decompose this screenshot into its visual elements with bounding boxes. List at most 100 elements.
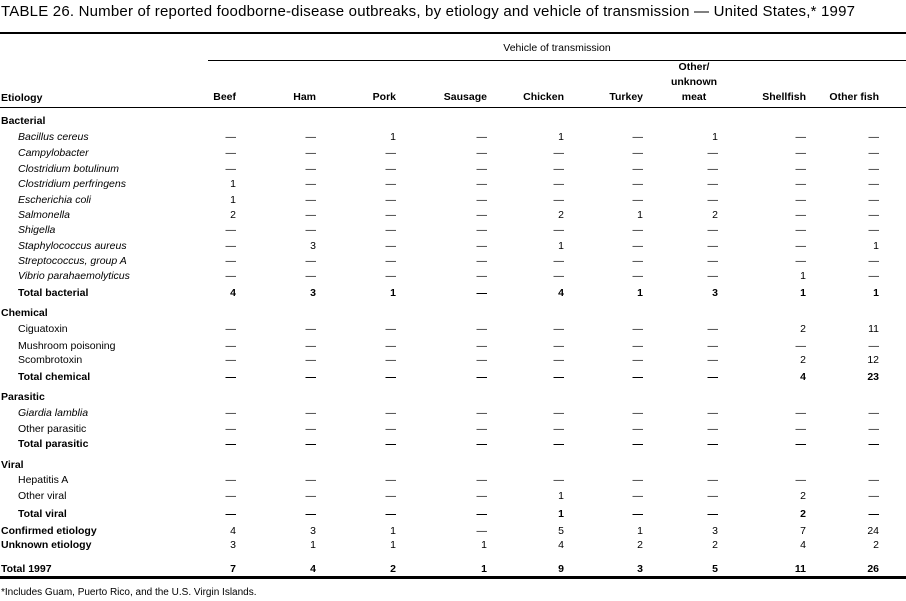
table-cell: 3: [712, 525, 718, 537]
total-row-label: Total viral: [18, 508, 67, 520]
table-cell: —: [795, 178, 807, 190]
table-cell: —: [553, 163, 565, 175]
table-cell: —: [385, 354, 397, 366]
table-cell: —: [553, 438, 565, 450]
table-cell: —: [632, 163, 644, 175]
table-cell: —: [632, 474, 644, 486]
total-row-label: Total chemical: [18, 371, 91, 383]
table-cell: —: [305, 438, 317, 450]
table-cell: —: [385, 194, 397, 206]
table-cell: —: [795, 474, 807, 486]
table-cell: —: [225, 163, 237, 175]
table-cell: —: [225, 147, 237, 159]
spanner-rule: [208, 60, 906, 61]
table-cell: —: [305, 323, 317, 335]
row-label: Hepatitis A: [18, 474, 69, 486]
top-rule: [0, 32, 906, 34]
table-cell: —: [632, 147, 644, 159]
table-cell: —: [868, 209, 880, 221]
table-cell: —: [385, 270, 397, 282]
table-cell: 7: [230, 563, 236, 575]
table-cell: —: [225, 354, 237, 366]
table-cell: —: [385, 255, 397, 267]
table-cell: —: [632, 255, 644, 267]
table-cell: —: [476, 438, 488, 450]
table-cell: —: [476, 163, 488, 175]
table-cell: —: [707, 371, 719, 383]
table-cell: —: [225, 340, 237, 352]
table-cell: —: [795, 438, 807, 450]
total-row-label: Total 1997: [1, 563, 52, 575]
column-header-pork: Pork: [372, 91, 396, 103]
table-cell: —: [305, 163, 317, 175]
table-cell: —: [305, 371, 317, 383]
table-cell: —: [632, 407, 644, 419]
table-cell: 3: [310, 525, 316, 537]
table-cell: —: [868, 163, 880, 175]
table-cell: —: [707, 147, 719, 159]
table-cell: —: [795, 340, 807, 352]
table-cell: —: [795, 131, 807, 143]
table-cell: —: [707, 354, 719, 366]
column-header-chicken: Chicken: [523, 91, 564, 103]
table-cell: —: [476, 255, 488, 267]
table-cell: —: [476, 147, 488, 159]
table-cell: 23: [867, 371, 879, 383]
table-cell: 1: [637, 287, 643, 299]
table-cell: —: [476, 323, 488, 335]
table-cell: —: [868, 131, 880, 143]
table-cell: —: [632, 423, 644, 435]
table-cell: —: [707, 255, 719, 267]
row-label: Escherichia coli: [18, 194, 91, 206]
column-header-beef: Beef: [213, 91, 236, 103]
table-cell: —: [868, 147, 880, 159]
table-cell: —: [553, 178, 565, 190]
table-cell: —: [305, 340, 317, 352]
table-cell: —: [476, 131, 488, 143]
row-label: Staphylococcus aureus: [18, 240, 127, 252]
table-cell: 3: [230, 539, 236, 551]
table-cell: 1: [390, 131, 396, 143]
table-cell: —: [795, 147, 807, 159]
row-label: Other viral: [18, 490, 67, 502]
table-cell: —: [385, 240, 397, 252]
table-cell: 1: [558, 131, 564, 143]
row-label: Campylobacter: [18, 147, 89, 159]
table-cell: 1: [873, 240, 879, 252]
table-cell: —: [868, 178, 880, 190]
table-cell: 11: [868, 323, 879, 335]
total-row-label: Unknown etiology: [1, 539, 92, 551]
table-cell: —: [225, 270, 237, 282]
row-label: Vibrio parahaemolyticus: [18, 270, 130, 282]
table-cell: —: [553, 323, 565, 335]
table-cell: —: [305, 209, 317, 221]
table-cell: —: [553, 224, 565, 236]
table-cell: —: [707, 270, 719, 282]
table-cell: —: [476, 371, 488, 383]
table-cell: —: [553, 474, 565, 486]
table-cell: 3: [310, 240, 316, 252]
table-cell: —: [476, 508, 488, 520]
table-cell: 1: [230, 178, 236, 190]
table-cell: 4: [800, 539, 806, 551]
table-cell: —: [553, 354, 565, 366]
table-cell: —: [225, 255, 237, 267]
table-cell: —: [385, 490, 397, 502]
table-cell: —: [868, 194, 880, 206]
table-cell: —: [632, 490, 644, 502]
table-cell: —: [476, 490, 488, 502]
section-heading: Parasitic: [1, 391, 45, 403]
table-cell: —: [476, 270, 488, 282]
row-label: Scombrotoxin: [18, 354, 83, 366]
table-cell: —: [795, 194, 807, 206]
table-cell: 2: [800, 508, 806, 520]
table-cell: 1: [390, 525, 396, 537]
table-cell: —: [707, 508, 719, 520]
table-cell: —: [707, 163, 719, 175]
table-cell: —: [305, 224, 317, 236]
table-cell: —: [305, 490, 317, 502]
table-cell: —: [476, 340, 488, 352]
table-cell: 4: [558, 539, 564, 551]
table-cell: —: [707, 240, 719, 252]
table-cell: 2: [558, 209, 564, 221]
